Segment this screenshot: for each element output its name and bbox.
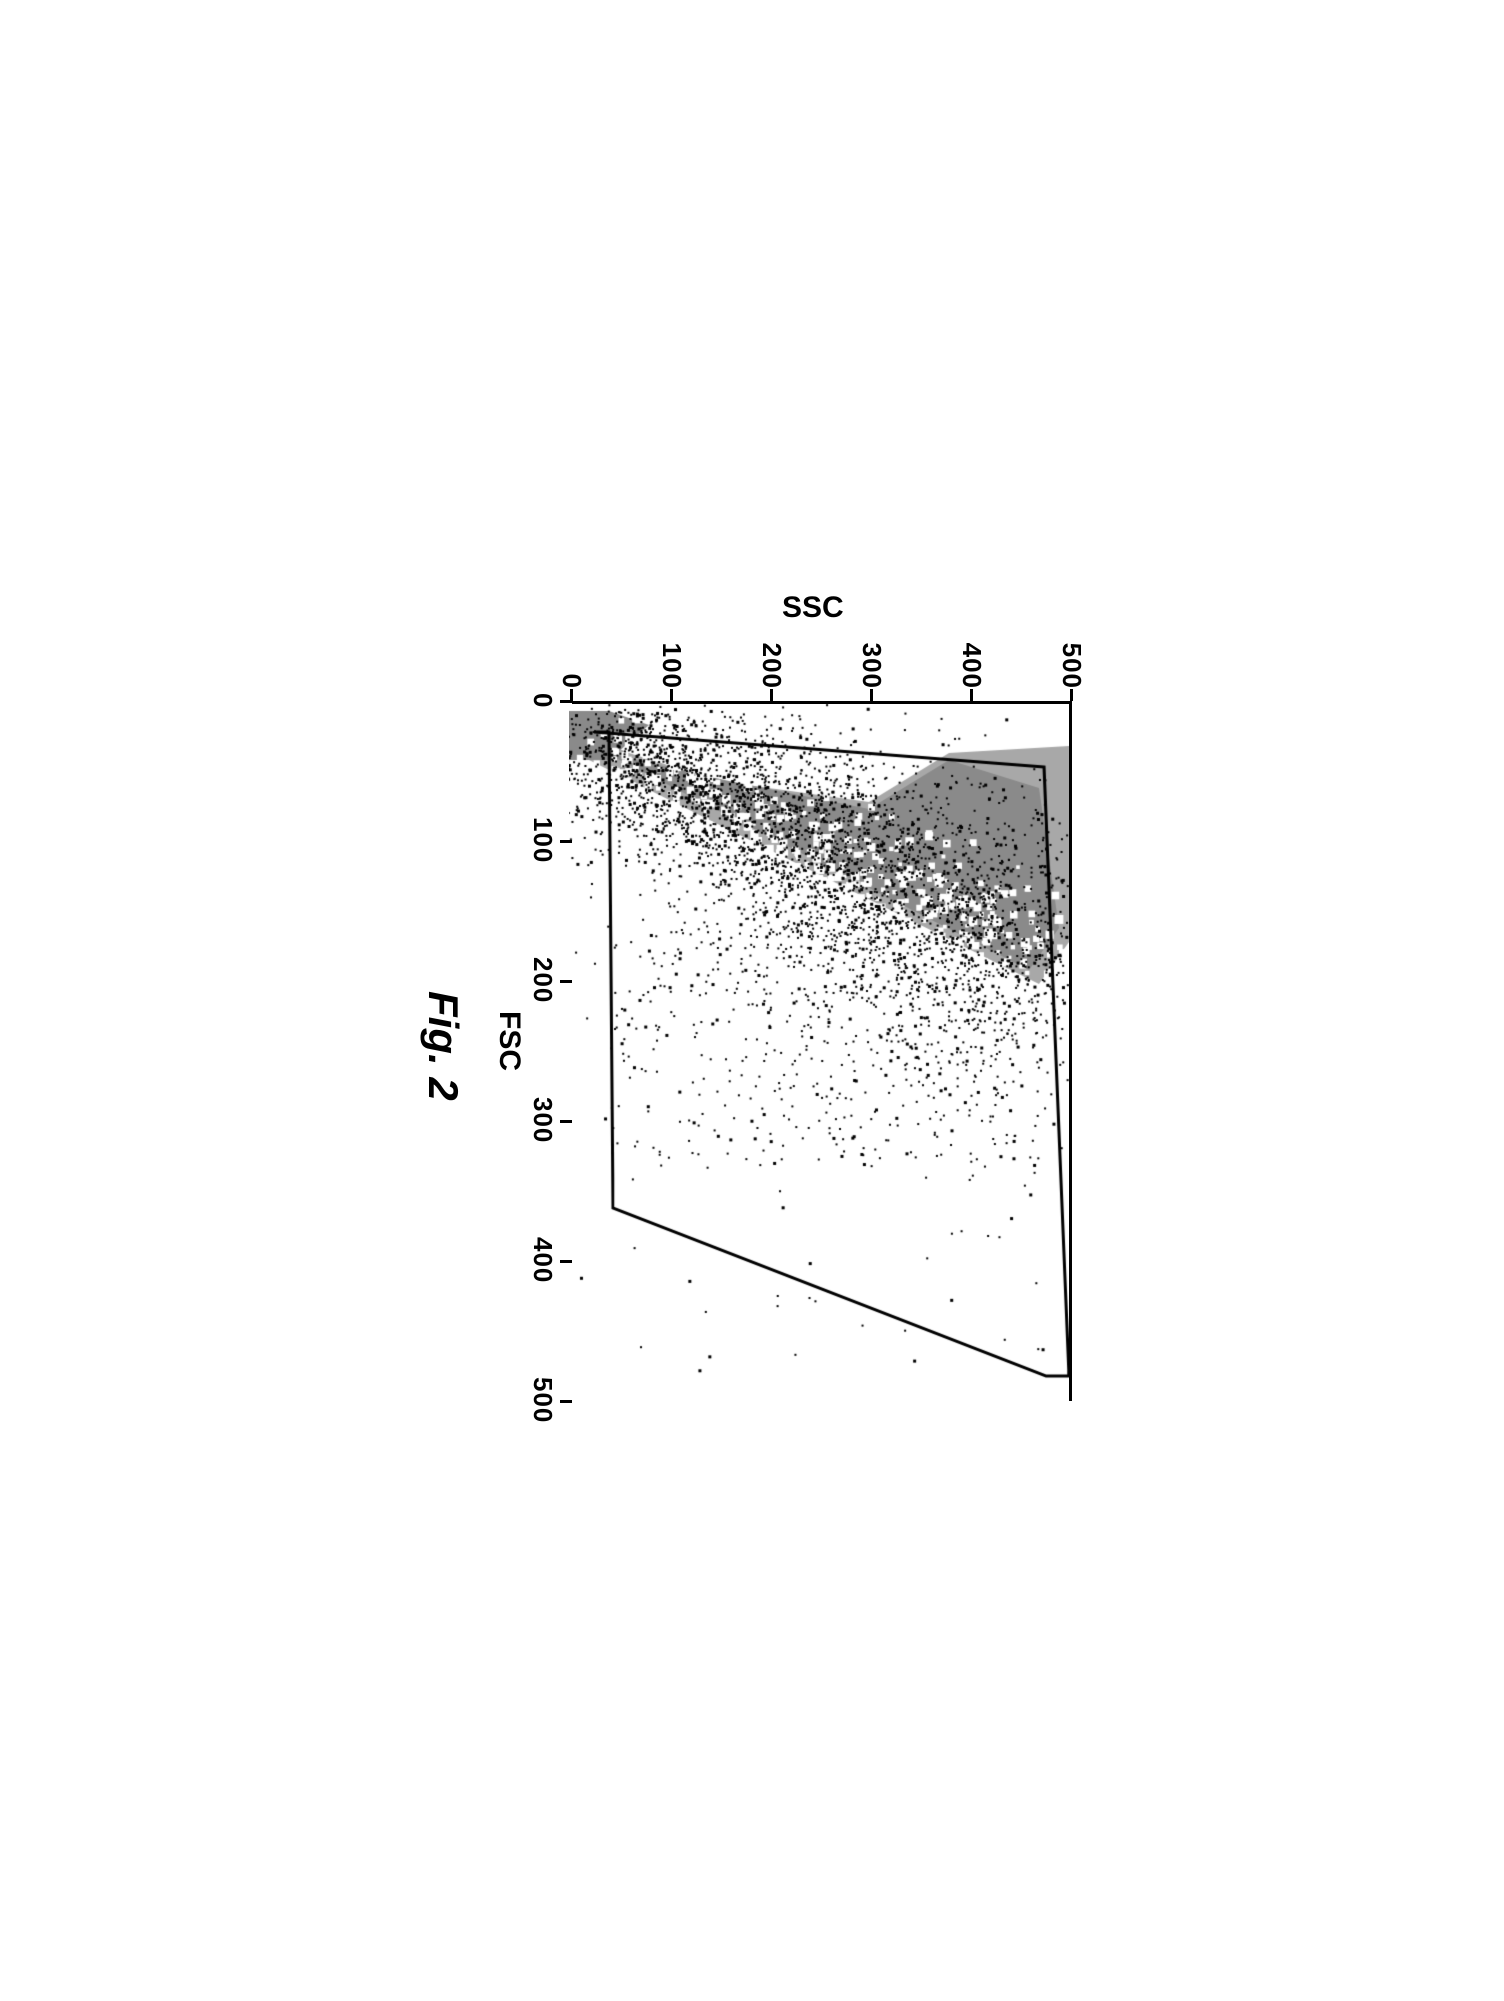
x-tick bbox=[560, 980, 572, 983]
y-tick bbox=[770, 689, 773, 701]
x-tick-label: 400 bbox=[527, 1237, 558, 1283]
x-tick-label: 200 bbox=[527, 957, 558, 1003]
figure-container: FSC SSC Fig. 2 0 100 200 300 400 500 0 100 200 30… bbox=[412, 551, 1092, 1451]
x-tick bbox=[560, 1120, 572, 1123]
x-tick-label: 0 bbox=[527, 693, 558, 708]
y-tick-label: 0 bbox=[556, 619, 587, 689]
y-tick bbox=[670, 689, 673, 701]
y-tick-label: 100 bbox=[656, 619, 687, 689]
y-axis-label: SSC bbox=[782, 591, 844, 625]
y-tick bbox=[870, 689, 873, 701]
y-tick-label: 400 bbox=[956, 619, 987, 689]
x-tick bbox=[560, 840, 572, 843]
y-tick-label: 300 bbox=[856, 619, 887, 689]
y-tick-label: 200 bbox=[756, 619, 787, 689]
x-axis-label: FSC bbox=[492, 1011, 526, 1071]
scatter-canvas bbox=[569, 704, 1069, 1404]
y-tick bbox=[970, 689, 973, 701]
figure-caption: Fig. 2 bbox=[419, 991, 467, 1101]
x-tick-label: 300 bbox=[527, 1097, 558, 1143]
y-tick-label: 500 bbox=[1056, 619, 1087, 689]
y-tick bbox=[570, 689, 573, 701]
x-tick bbox=[560, 1260, 572, 1263]
x-tick-label: 100 bbox=[527, 817, 558, 863]
x-tick-label: 500 bbox=[527, 1377, 558, 1423]
plot-area bbox=[572, 701, 1072, 1401]
x-tick bbox=[560, 1400, 572, 1403]
y-tick bbox=[1070, 689, 1073, 701]
